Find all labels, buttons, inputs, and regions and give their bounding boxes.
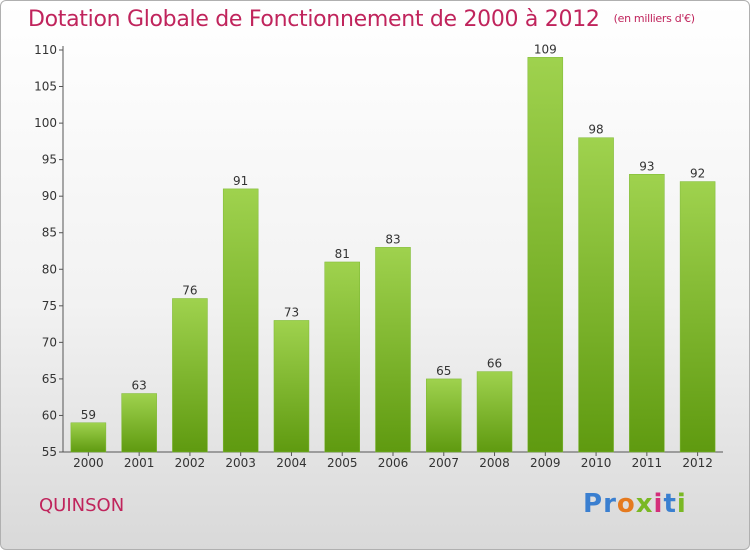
logo-letter: o: [616, 489, 636, 519]
logo-letter: r: [603, 489, 617, 519]
y-tick-label: 55: [42, 445, 57, 459]
value-labels: 59 63 76 91 73 81 83 65 66 109 98 93 92: [81, 42, 706, 421]
y-tick-label: 70: [42, 335, 57, 349]
unit-note: (en milliers d'€): [613, 12, 695, 25]
bar: [273, 320, 310, 453]
y-tick-label: 75: [42, 299, 57, 313]
y-tick-label: 90: [42, 189, 57, 203]
bar: [679, 181, 716, 453]
data-label: 109: [534, 42, 557, 56]
x-tick-label: 2009: [530, 456, 561, 470]
y-tick-label: 100: [34, 116, 57, 130]
bar: [476, 371, 513, 453]
x-tick-label: 2000: [73, 456, 104, 470]
data-label: 59: [81, 408, 96, 422]
chart-title: Dotation Globale de Fonctionnement de 20…: [28, 7, 695, 32]
bar: [222, 188, 259, 453]
data-label: 83: [385, 232, 400, 246]
data-label: 63: [132, 379, 147, 393]
x-tick-label: 2006: [378, 456, 409, 470]
x-tick-label: 2007: [428, 456, 459, 470]
x-tick-label: 2005: [327, 456, 358, 470]
x-tick-label: 2011: [632, 456, 663, 470]
x-tick-label: 2001: [124, 456, 155, 470]
y-tick-label: 95: [42, 153, 57, 167]
logo-letter: i: [653, 489, 664, 519]
logo-letter: t: [663, 489, 677, 519]
x-tick-label: 2003: [225, 456, 256, 470]
y-tick-label: 65: [42, 372, 57, 386]
x-tick-label: 2012: [682, 456, 713, 470]
bar: [527, 57, 564, 453]
x-tick-label: 2004: [276, 456, 307, 470]
data-label: 66: [487, 357, 502, 371]
bar: [324, 261, 360, 453]
bar: [375, 247, 411, 453]
logo-letter: i: [676, 489, 687, 519]
bar: [121, 393, 157, 453]
data-label: 98: [588, 123, 603, 137]
data-label: 91: [233, 174, 248, 188]
y-tick-label: 60: [42, 408, 57, 422]
data-label: 76: [182, 284, 197, 298]
x-tick-label: 2010: [581, 456, 612, 470]
x-tick-label: 2008: [479, 456, 510, 470]
logo-letter: x: [635, 489, 654, 519]
data-label: 73: [284, 305, 299, 319]
x-tick-label: 2002: [175, 456, 206, 470]
bar: [70, 422, 107, 453]
y-tick-label: 85: [42, 226, 57, 240]
data-label: 65: [436, 364, 451, 378]
axes: 55 60 65 70 75 80 85 90 95 100 105 110 2000 2001 2002 2…: [34, 43, 723, 470]
commune-name: QUINSON: [39, 495, 125, 516]
bar: [629, 174, 665, 453]
data-label: 81: [335, 247, 350, 261]
bar: [172, 298, 208, 453]
y-tick-label: 110: [34, 43, 57, 57]
proxiti-logo: Proxiti: [583, 489, 687, 519]
y-tick-label: 80: [42, 262, 57, 276]
y-tick-label: 105: [34, 80, 57, 94]
chart-title-text: Dotation Globale de Fonctionnement de 20…: [28, 7, 600, 32]
bar: [578, 137, 614, 453]
bars: [70, 57, 716, 453]
logo-letter: P: [583, 489, 604, 519]
data-label: 93: [639, 159, 654, 173]
bar: [426, 378, 462, 453]
data-label: 92: [690, 167, 705, 181]
